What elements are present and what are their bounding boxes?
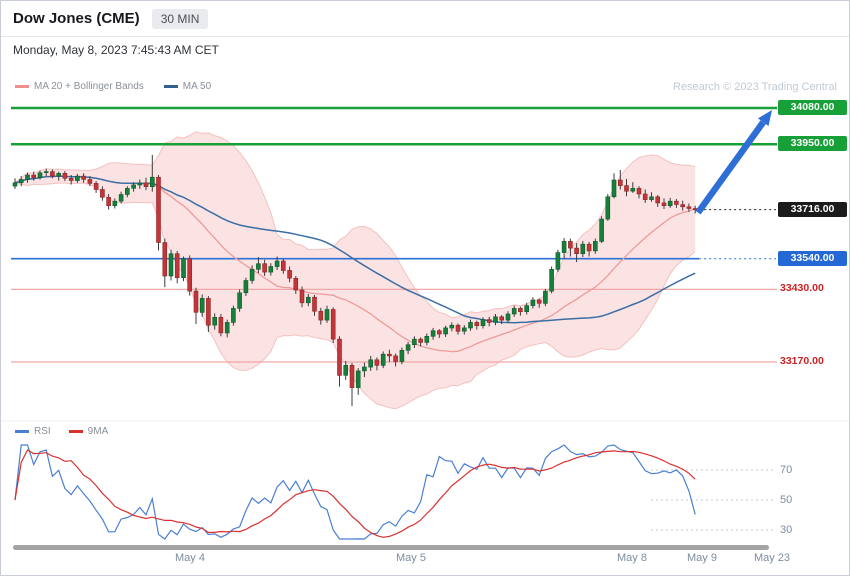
- ma50-swatch: [163, 85, 178, 88]
- time-axis-label: May 9: [687, 552, 717, 564]
- legend-item-ma20-bollinger: MA 20 + Bollinger Bands: [15, 81, 144, 92]
- rsi-ma-label: 9MA: [87, 426, 109, 437]
- price-level-label: 34080.00: [778, 100, 847, 115]
- time-axis-label: May 8: [617, 552, 647, 564]
- price-level-label: 33716.00: [778, 201, 847, 217]
- rsi-label: RSI: [34, 426, 51, 437]
- legend-item-rsi-9ma: 9MA: [68, 426, 109, 437]
- price-level-label: 33950.00: [778, 136, 847, 152]
- rsi-axis-label: 70: [780, 464, 793, 476]
- rsi-ma-swatch: [68, 430, 83, 433]
- rsi-swatch: [15, 430, 29, 433]
- ma20-bollinger-swatch: [15, 85, 29, 88]
- legend-item-rsi: RSI: [15, 426, 51, 437]
- watermark: Research © 2023 Trading Central: [672, 81, 837, 93]
- rsi-legend: RSI 9MA: [15, 426, 108, 437]
- rsi-axis-label: 30: [780, 524, 793, 536]
- rsi-axis-label: 50: [780, 494, 793, 506]
- price-level-label: 33170.00: [780, 354, 824, 367]
- main-legend: MA 20 + Bollinger Bands MA 50: [15, 81, 211, 92]
- price-level-label: 33430.00: [780, 282, 824, 295]
- legend-item-ma50: MA 50: [163, 81, 212, 92]
- time-axis-label: May 4: [175, 552, 205, 564]
- report-datetime: Monday, May 8, 2023 7:45:43 AM CET: [13, 43, 219, 57]
- header: Dow Jones (CME) 30 MIN: [1, 1, 849, 37]
- time-axis-label: May 23: [753, 552, 791, 564]
- timeframe-badge: 30 MIN: [151, 8, 209, 29]
- time-axis-label: May 5: [396, 552, 426, 564]
- instrument-title: Dow Jones (CME): [13, 10, 140, 27]
- ma50-label: MA 50: [182, 81, 212, 92]
- ma20-bollinger-label: MA 20 + Bollinger Bands: [34, 81, 144, 92]
- time-scrollbar[interactable]: [13, 545, 769, 550]
- price-level-label: 33540.00: [778, 250, 847, 266]
